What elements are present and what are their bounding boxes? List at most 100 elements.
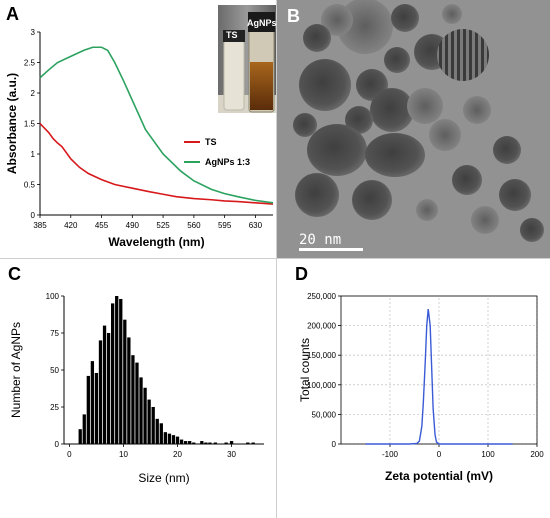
panel-label-c: C [8, 264, 21, 284]
x-axis-title: Wavelength (nm) [108, 235, 204, 249]
x-tick-label: 595 [218, 221, 232, 230]
ts-curve [39, 122, 274, 205]
x-tick-label: 455 [95, 221, 109, 230]
panel-b: 20 nm B [277, 0, 550, 258]
histogram-bar [106, 333, 111, 444]
histogram-bar [183, 441, 188, 444]
y-tick-label: 1 [31, 150, 36, 159]
histogram-bar [251, 442, 255, 444]
y-tick-label: 0 [332, 440, 337, 449]
y-axis-title: Number of AgNPs [9, 322, 23, 418]
x-tick-label: 560 [187, 221, 201, 230]
histogram-bar [204, 442, 208, 444]
x-tick-label: 30 [227, 450, 236, 459]
histogram-bar [192, 442, 196, 444]
agnps-liquid [250, 62, 273, 110]
x-tick-label: -100 [382, 450, 399, 459]
y-tick-label: 150,000 [307, 351, 336, 360]
histogram-bar [155, 418, 159, 444]
x-tick-label: 0 [437, 450, 442, 459]
legend-label-agnps: AgNPs 1:3 [205, 157, 250, 167]
ts-vial-cap [223, 30, 245, 42]
tem-image: 20 nm B [277, 0, 550, 258]
histogram-bar [200, 441, 204, 444]
histogram-bar [151, 407, 155, 444]
ts-vial-label: TS [226, 30, 238, 40]
zeta-chart: D -100 0 100 200 0 50,000 100,000 150,000 200,00… [295, 264, 544, 483]
histogram-bar [224, 442, 228, 444]
vial-photo: TS AgNPs [218, 5, 277, 113]
y-tick-label: 1.5 [24, 120, 36, 129]
y-tick-label: 100,000 [307, 381, 336, 390]
histogram-bar [115, 296, 119, 444]
y-tick-label: 75 [50, 329, 59, 338]
x-tick-label: 20 [173, 450, 182, 459]
panel-label-d: D [295, 264, 308, 284]
y-tick-label: 0 [31, 211, 36, 220]
panel-label-a: A [6, 4, 19, 24]
histogram-bar [147, 399, 151, 444]
y-tick-label: 2.5 [24, 59, 36, 68]
y-axis-title: Total counts [298, 338, 312, 402]
panel-d: D -100 0 100 200 0 50,000 100,000 150,000 200,00… [277, 258, 550, 518]
size-histogram: C 0 10 20 30 0 25 50 75 100 Size (nm) Number of Ag… [8, 264, 264, 485]
histogram-bar [143, 387, 147, 444]
y-tick-label: 2 [31, 89, 36, 98]
histogram-bar [213, 442, 218, 444]
panel-c: C 0 10 20 30 0 25 50 75 100 Size (nm) Number of Ag… [0, 258, 277, 518]
absorbance-chart: A 385 420 455 490 525 560 595 630 0 0.5 1 1.5 2 2.5 3 W… [5, 4, 277, 249]
histogram-bar [98, 340, 103, 444]
x-tick-label: 420 [64, 221, 78, 230]
histogram-bar [167, 433, 172, 444]
agnps-vial-cap [248, 12, 275, 32]
x-tick-label: 385 [33, 221, 47, 230]
histogram-bar [86, 375, 90, 444]
histogram-bar [188, 441, 192, 444]
x-tick-label: 630 [249, 221, 263, 230]
panel-a: A 385 420 455 490 525 560 595 630 0 0.5 1 1.5 2 2.5 3 W… [0, 0, 277, 258]
y-tick-label: 3 [31, 28, 36, 37]
scale-bar [299, 248, 363, 251]
y-tick-label: 50,000 [312, 410, 337, 419]
y-tick-label: 200,000 [307, 322, 336, 331]
x-tick-label: 10 [119, 450, 128, 459]
y-tick-label: 50 [50, 366, 59, 375]
histogram-bar [78, 429, 82, 444]
scale-bar-label: 20 nm [299, 232, 341, 248]
histogram-bar [229, 441, 234, 444]
x-axis-title: Size (nm) [138, 471, 189, 485]
zeta-curve [365, 308, 513, 445]
y-tick-label: 25 [50, 403, 59, 412]
histogram-bar [246, 442, 250, 444]
x-axis-title: Zeta potential (mV) [385, 469, 493, 483]
histogram-bar [127, 337, 131, 444]
panel-divider-horizontal [0, 258, 550, 259]
x-tick-label: 200 [530, 450, 544, 459]
y-tick-label: 0.5 [24, 181, 36, 190]
histogram-bar [208, 442, 212, 444]
histogram-bar [102, 325, 107, 444]
histogram-bar [82, 414, 86, 444]
histogram-bar [110, 303, 115, 444]
histogram-bar [131, 355, 135, 444]
legend-label-ts: TS [205, 137, 217, 147]
agnps-vial-label: AgNPs [247, 18, 277, 28]
histogram-bar [163, 432, 168, 444]
y-tick-label: 0 [55, 440, 60, 449]
agnps-curve [39, 46, 274, 204]
x-tick-label: 490 [126, 221, 140, 230]
histogram-bar [171, 435, 176, 444]
y-tick-label: 250,000 [307, 292, 336, 301]
ts-vial [223, 39, 245, 111]
histogram-bar [159, 423, 163, 444]
y-axis-title: Absorbance (a.u.) [5, 73, 19, 174]
nanoparticles [293, 0, 544, 242]
histogram-bar [139, 377, 143, 444]
x-tick-label: 525 [156, 221, 170, 230]
x-tick-label: 0 [67, 450, 72, 459]
histogram-bar [135, 362, 139, 444]
histogram-bar [94, 372, 99, 444]
panel-divider-vertical [276, 0, 277, 518]
histogram-bar [119, 298, 123, 444]
histogram-bar [90, 361, 95, 444]
